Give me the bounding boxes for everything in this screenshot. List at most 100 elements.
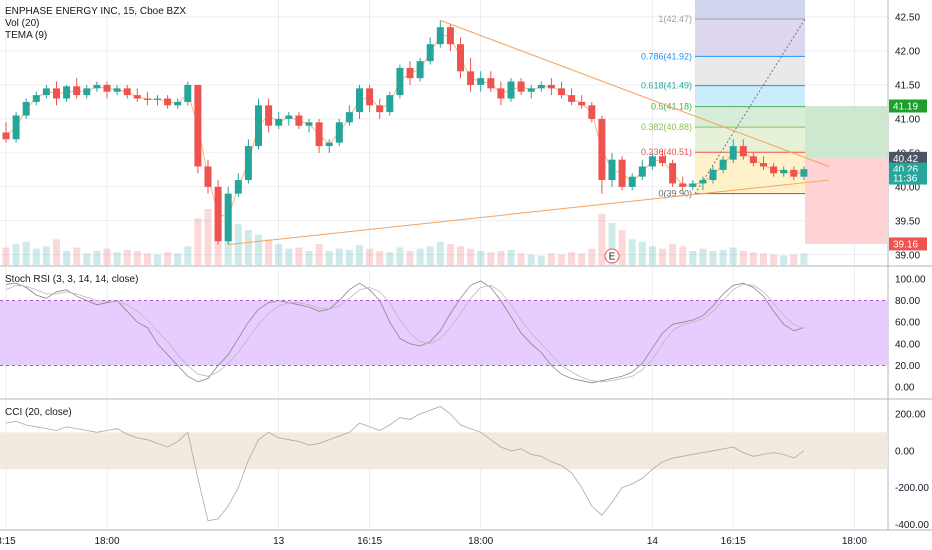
candle [568,88,576,106]
volume-bar [335,248,343,265]
earnings-marker[interactable] [604,248,620,264]
earnings-marker-label: E [609,252,616,263]
candle-body [406,67,414,79]
candle [366,84,374,113]
volume-bar [63,251,71,265]
candle-body [154,98,161,100]
price-tag [889,237,927,251]
candle [123,84,131,99]
candle-body [749,156,757,164]
candle-body [719,159,727,170]
candle-body [558,88,565,96]
candle [578,95,586,109]
candle [709,166,717,184]
candle-body [133,95,141,99]
candle [739,139,747,160]
fib-level-label: 0.786(41.92) [641,51,692,61]
candle [790,166,798,181]
candle [689,180,697,191]
candle [42,84,50,99]
volume-bar [648,246,656,265]
candle [386,91,394,116]
stoch-tick-label: 20.00 [895,361,920,372]
fib-level-label: 0.5(41.18) [651,102,692,112]
candle [719,156,727,174]
cci-tick-label: -200.00 [895,483,929,494]
candle [628,173,636,191]
volume-bar [446,244,454,265]
candle-body [234,180,242,194]
candle-body [255,105,262,147]
candle-body [42,88,50,96]
candle-body [517,81,525,92]
candle-body [780,169,788,174]
candle [618,156,626,191]
trend-line [228,179,829,246]
candle [507,78,515,102]
volume-bar [467,248,475,265]
candle [638,159,646,181]
candle-body [739,146,747,157]
volume-bar [507,249,515,265]
candle-body [628,176,636,187]
candle-body [285,115,293,119]
candle-body [790,169,798,177]
volume-bar [487,252,495,265]
volume-bar [356,245,363,265]
candle [446,23,454,51]
fib-band [695,56,805,86]
candle [224,186,232,245]
volume-bar [749,252,757,265]
candle-body [436,27,444,45]
candle [305,118,313,133]
candle-body [335,122,343,143]
volume-bar [123,249,131,265]
volume-bar [133,251,141,265]
candle [113,84,121,96]
volume-bar [376,251,384,265]
volume-bar [234,224,242,265]
candle-body [194,84,202,167]
fib-level-label: 0.236(40.51) [641,147,692,157]
volume-bar [406,251,414,265]
volume-bar [305,251,313,265]
candle [749,152,757,167]
candle [426,37,434,65]
candle-body [689,183,697,187]
candle-body [376,105,384,113]
candle-body [537,84,545,89]
candle-body [174,101,182,106]
cci-band [0,432,888,470]
candle [760,156,767,170]
candle [12,112,20,143]
candle [356,84,363,119]
candle [184,81,192,106]
candle [335,118,343,147]
volume-bar [73,247,81,265]
volume-bar [366,248,374,265]
candle [275,112,283,130]
candle [770,163,778,177]
volume-bar [558,254,565,265]
candle-body [578,101,586,106]
stoch-band [0,300,888,366]
candle-body [113,88,121,92]
volume-bar [719,249,727,265]
volume-bar [709,251,717,265]
volume-bar [83,253,91,265]
volume-bar [315,244,323,265]
candle [255,98,262,150]
volume-bar [113,252,121,265]
candle-body [497,88,505,99]
candle [547,78,555,96]
candle-body [527,88,535,92]
volume-bar [53,239,60,265]
candle-body [315,122,323,147]
price-tag-label: 40.26 [893,165,918,176]
volume-bar [679,246,687,265]
volume-bar [103,248,111,265]
volume-bar [164,252,172,265]
volume-bar [547,253,555,265]
